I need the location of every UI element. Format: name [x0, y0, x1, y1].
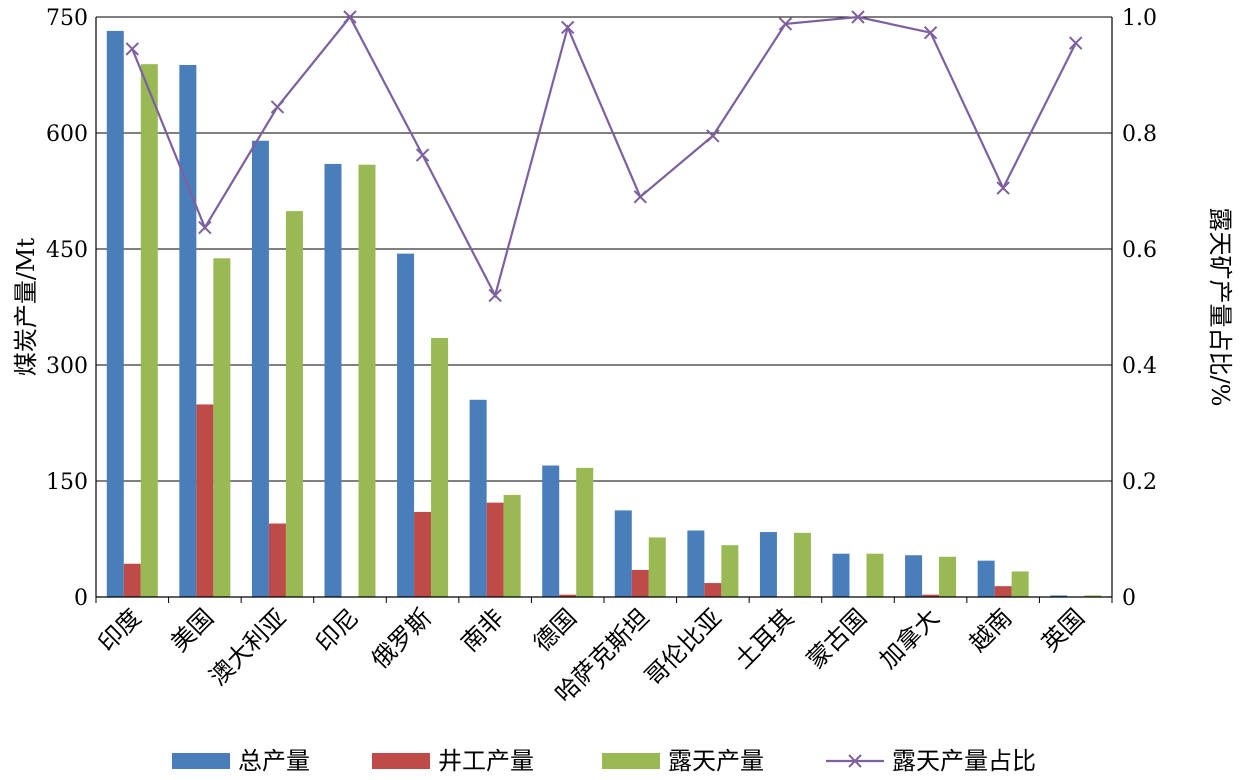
category-label: 加拿大: [874, 603, 945, 674]
bar-总产量: [469, 399, 487, 597]
bar-总产量: [1050, 595, 1068, 597]
right-tick-label: 1.0: [1122, 6, 1157, 31]
bar-井工产量: [704, 583, 722, 597]
bar-露天产量: [648, 537, 666, 597]
legend-label: 井工产量: [438, 747, 534, 775]
category-label: 蒙古国: [802, 603, 873, 674]
axes: [95, 17, 1113, 603]
bars: [106, 30, 1102, 598]
ratio-marker: [270, 100, 285, 114]
left-tick-label: 300: [46, 354, 88, 379]
ratio-marker: [343, 10, 357, 24]
bar-井工产量: [631, 569, 649, 597]
bar-露天产量: [213, 258, 231, 597]
category-label: 哥伦比亚: [639, 603, 727, 691]
legend: 总产量 井工产量 露天产量 露天产量占比: [172, 747, 1036, 775]
category-label: 印度: [93, 603, 147, 657]
right-tick-label: 0.8: [1122, 122, 1157, 147]
ratio-marker: [415, 148, 430, 162]
category-label: 德国: [528, 603, 582, 657]
left-tick-label: 600: [46, 122, 88, 147]
bar-露天产量: [793, 532, 811, 597]
ratio-marker: [996, 181, 1010, 195]
category-label: 俄罗斯: [366, 603, 437, 674]
bar-总产量: [324, 163, 342, 597]
bar-井工产量: [994, 586, 1012, 597]
left-axis-title: 煤炭产量/Mt: [12, 237, 40, 376]
category-label: 英国: [1036, 603, 1090, 657]
legend-swatch: [372, 753, 430, 769]
ratio-marker: [125, 42, 139, 56]
bar-总产量: [614, 510, 632, 597]
bar-总产量: [687, 530, 705, 597]
bar-井工产量: [196, 404, 214, 597]
category-label: 南非: [456, 603, 510, 657]
bar-露天产量: [939, 556, 957, 597]
category-label: 越南: [964, 603, 1018, 657]
bar-露天产量: [431, 337, 449, 597]
legend-label: 露天产量: [668, 747, 764, 775]
bar-井工产量: [486, 502, 504, 597]
ratio-marker: [1069, 36, 1083, 50]
bar-井工产量: [123, 563, 141, 597]
right-tick-label: 0: [1122, 586, 1136, 611]
ratio-marker: [488, 288, 502, 303]
bar-露天产量: [1084, 595, 1102, 597]
legend-swatch: [602, 753, 660, 769]
left-tick-label: 150: [46, 470, 88, 495]
category-label: 土耳其: [729, 603, 800, 674]
bar-总产量: [397, 253, 415, 597]
right-axis-ticks: 0 0.2 0.4 0.6 0.8 1.0: [1122, 6, 1157, 611]
bar-露天产量: [285, 211, 303, 597]
bar-总产量: [251, 140, 269, 597]
bar-总产量: [905, 555, 923, 597]
ratio-marker: [706, 129, 720, 143]
right-axis-title: 露天矿产量占比/%: [1206, 208, 1234, 407]
ratio-marker: [633, 190, 647, 204]
ratio-marker: [561, 20, 575, 35]
ratio-line-layer: [125, 10, 1083, 303]
bar-总产量: [759, 532, 777, 597]
ratio-marker: [778, 17, 793, 31]
left-tick-label: 450: [46, 238, 88, 263]
category-label: 印尼: [311, 603, 365, 657]
bar-露天产量: [576, 467, 594, 597]
bar-总产量: [542, 465, 560, 597]
legend-marker: [848, 754, 862, 768]
right-tick-label: 0.2: [1122, 470, 1157, 495]
bar-露天产量: [358, 164, 376, 597]
bar-井工产量: [922, 594, 940, 597]
bar-总产量: [179, 64, 197, 598]
category-label: 美国: [165, 603, 219, 657]
legend-label: 露天产量占比: [892, 747, 1036, 775]
bar-总产量: [977, 560, 995, 597]
legend-label: 总产量: [238, 747, 310, 775]
ratio-marker: [198, 220, 212, 235]
bar-露天产量: [866, 553, 884, 597]
ratio-marker: [923, 25, 938, 40]
ratio-line: [131, 15, 1077, 299]
left-tick-label: 750: [46, 6, 88, 31]
bar-井工产量: [268, 523, 286, 597]
gridlines: [96, 16, 1112, 482]
left-tick-label: 0: [74, 586, 88, 611]
bar-露天产量: [140, 64, 158, 597]
ratio-marker: [851, 10, 865, 24]
left-axis-ticks: 0 150 300 450 600 750: [46, 6, 88, 611]
bar-井工产量: [414, 511, 432, 597]
right-tick-label: 0.6: [1122, 238, 1157, 263]
bar-露天产量: [1011, 571, 1029, 597]
category-label: 澳大利亚: [204, 603, 292, 691]
bar-露天产量: [503, 494, 521, 597]
right-tick-label: 0.4: [1122, 354, 1157, 379]
legend-swatch: [172, 753, 230, 769]
bar-露天产量: [721, 545, 739, 597]
bar-总产量: [106, 30, 124, 598]
bar-总产量: [832, 553, 850, 597]
bar-井工产量: [559, 594, 577, 597]
